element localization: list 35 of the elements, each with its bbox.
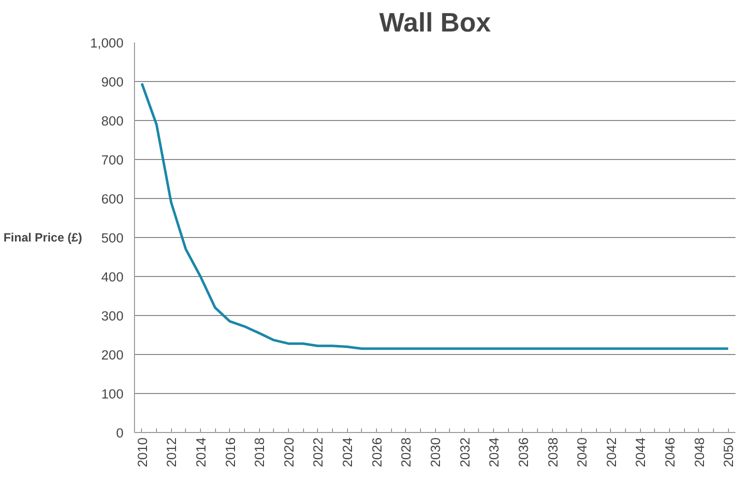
chart-title: Wall Box bbox=[379, 8, 491, 38]
x-tick-label: 2048 bbox=[692, 437, 707, 468]
x-tick-label: 2030 bbox=[428, 437, 443, 468]
x-tick-label: 2012 bbox=[164, 437, 180, 468]
x-tick-label: 2042 bbox=[604, 437, 619, 468]
x-tick-label: 2032 bbox=[457, 437, 472, 468]
x-tick-label: 2026 bbox=[369, 437, 384, 468]
x-tick-label: 2036 bbox=[516, 437, 531, 468]
y-tick-label: 600 bbox=[101, 192, 124, 206]
x-tick-label: 2024 bbox=[340, 436, 356, 468]
y-tick-label: 100 bbox=[101, 386, 124, 402]
x-tick-label: 2018 bbox=[252, 437, 268, 468]
x-tick-label: 2038 bbox=[545, 437, 560, 468]
x-tick-label: 2022 bbox=[310, 437, 326, 468]
y-tick-label: 0 bbox=[116, 426, 124, 440]
x-tick-label: 2034 bbox=[486, 436, 502, 468]
x-tick-label: 2050 bbox=[721, 437, 736, 468]
x-tick-label: 2028 bbox=[398, 437, 414, 468]
y-axis-title: Final Price (£) bbox=[3, 230, 82, 244]
line-series bbox=[140, 82, 730, 350]
x-tick-label: 2016 bbox=[222, 437, 238, 468]
x-tick-label: 2040 bbox=[574, 437, 590, 468]
x-tick-label: 2014 bbox=[193, 436, 208, 468]
y-tick-label: 400 bbox=[101, 270, 124, 284]
y-tick-label: 200 bbox=[101, 348, 124, 362]
y-tick-label: 500 bbox=[101, 230, 124, 246]
x-tick-label: 2046 bbox=[662, 437, 678, 468]
y-tick-label: 1,000 bbox=[90, 36, 124, 50]
y-tick-label: 300 bbox=[101, 308, 124, 324]
y-tick-label: 800 bbox=[101, 114, 124, 128]
y-tick-label: 700 bbox=[101, 152, 124, 168]
x-tick-label: 2020 bbox=[281, 437, 296, 468]
x-tick-label: 2010 bbox=[134, 437, 150, 468]
y-tick-label: 900 bbox=[101, 74, 124, 90]
x-tick-label: 2044 bbox=[633, 436, 648, 468]
